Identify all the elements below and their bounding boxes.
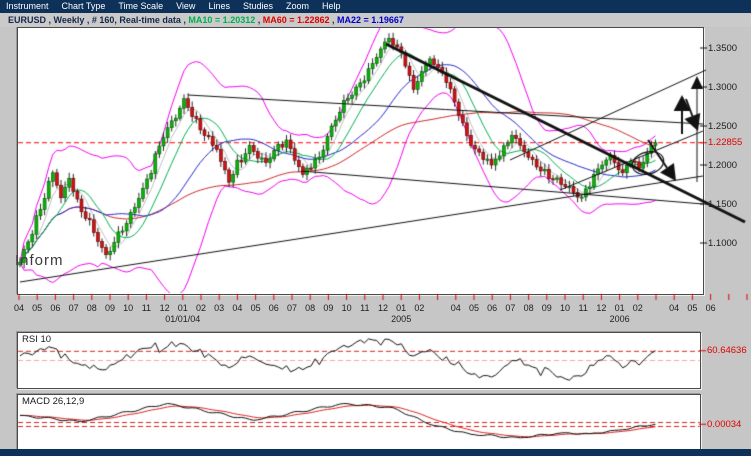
x-month-label: 06 bbox=[705, 303, 716, 313]
x-month-label: 08 bbox=[305, 303, 316, 313]
x-month-label: 08 bbox=[86, 303, 97, 313]
x-month-label: 07 bbox=[68, 303, 79, 313]
x-month-label: 09 bbox=[104, 303, 115, 313]
x-month-label: 01 bbox=[177, 303, 188, 313]
x-month-label: 04 bbox=[232, 303, 243, 313]
menu-item-zoom[interactable]: Zoom bbox=[285, 1, 309, 11]
y-axis-label: 1.3500 bbox=[708, 43, 738, 54]
menu-item-chart-type[interactable]: Chart Type bbox=[61, 1, 106, 11]
x-month-label: 06 bbox=[268, 303, 279, 313]
bottom-status-strip bbox=[0, 449, 751, 456]
menu-bar: Instrument Chart Type Time Scale View Lines S… bbox=[0, 0, 751, 13]
y-axis-label: 1.2500 bbox=[708, 121, 738, 132]
y-axis-label: 1.1000 bbox=[708, 238, 738, 249]
status-bar: EURUSD , Weekly , # 160, Real-time data … bbox=[0, 13, 751, 27]
menu-item-studies[interactable]: Studies bbox=[242, 1, 273, 11]
x-month-label: 04 bbox=[669, 303, 680, 313]
x-month-label: 05 bbox=[468, 303, 479, 313]
menu-item-help[interactable]: Help bbox=[322, 1, 341, 11]
x-month-label: 11 bbox=[360, 303, 370, 313]
x-month-label: 10 bbox=[341, 303, 352, 313]
current-price-label: 1.22855 bbox=[708, 137, 743, 148]
x-year-label: 01/01/04 bbox=[165, 314, 201, 324]
x-month-label: 01 bbox=[396, 303, 407, 313]
x-month-label: 11 bbox=[578, 303, 588, 313]
x-month-label: 04 bbox=[450, 303, 461, 313]
x-month-label: 06 bbox=[487, 303, 498, 313]
watermark: Inform bbox=[15, 252, 64, 269]
x-month-label: 12 bbox=[377, 303, 388, 313]
x-month-label: 11 bbox=[141, 303, 152, 313]
status-segment: MA10 = 1.20312 bbox=[188, 15, 256, 25]
status-segment: , bbox=[180, 15, 189, 25]
x-month-label: 07 bbox=[286, 303, 297, 313]
macd-current-value: 0.00034 bbox=[707, 419, 742, 430]
y-axis-label: 1.3000 bbox=[708, 82, 738, 93]
status-segment: MA60 = 1.22862 bbox=[262, 15, 330, 25]
x-month-label: 10 bbox=[123, 303, 134, 313]
x-month-label: 09 bbox=[541, 303, 552, 313]
x-month-label: 08 bbox=[523, 303, 534, 313]
macd-title: MACD 26,12,9 bbox=[22, 396, 85, 407]
x-month-label: 09 bbox=[323, 303, 334, 313]
x-month-label: 05 bbox=[250, 303, 261, 313]
y-axis-label: 1.1500 bbox=[708, 199, 738, 210]
rsi-title: RSI 10 bbox=[22, 334, 52, 345]
x-month-label: 07 bbox=[505, 303, 516, 313]
menu-item-instrument[interactable]: Instrument bbox=[6, 1, 49, 11]
x-month-label: 06 bbox=[50, 303, 61, 313]
x-month-label: 02 bbox=[632, 303, 643, 313]
x-month-label: 12 bbox=[596, 303, 607, 313]
x-year-label: 2005 bbox=[391, 314, 412, 324]
rsi-current-value: 60.64636 bbox=[707, 345, 747, 356]
x-month-label: 02 bbox=[195, 303, 206, 313]
status-segment: , bbox=[255, 15, 263, 25]
status-segment: EURUSD , Weekly , # 160, Real-time data bbox=[8, 15, 181, 25]
x-month-label: 05 bbox=[32, 303, 43, 313]
x-month-label: 01 bbox=[614, 303, 625, 313]
x-month-label: 04 bbox=[13, 303, 24, 313]
x-month-label: 03 bbox=[214, 303, 225, 313]
menu-item-view[interactable]: View bbox=[176, 1, 196, 11]
x-year-label: 2006 bbox=[609, 314, 630, 324]
x-month-label: 05 bbox=[687, 303, 698, 313]
y-axis-label: 1.2000 bbox=[708, 160, 738, 171]
status-segment: MA22 = 1.19667 bbox=[337, 15, 404, 25]
x-month-label: 10 bbox=[559, 303, 570, 313]
status-segment: , bbox=[329, 15, 338, 25]
x-month-label: 12 bbox=[159, 303, 170, 313]
menu-item-time-scale[interactable]: Time Scale bbox=[118, 1, 164, 11]
x-month-label: 02 bbox=[414, 303, 425, 313]
menu-item-lines[interactable]: Lines bbox=[208, 1, 230, 11]
